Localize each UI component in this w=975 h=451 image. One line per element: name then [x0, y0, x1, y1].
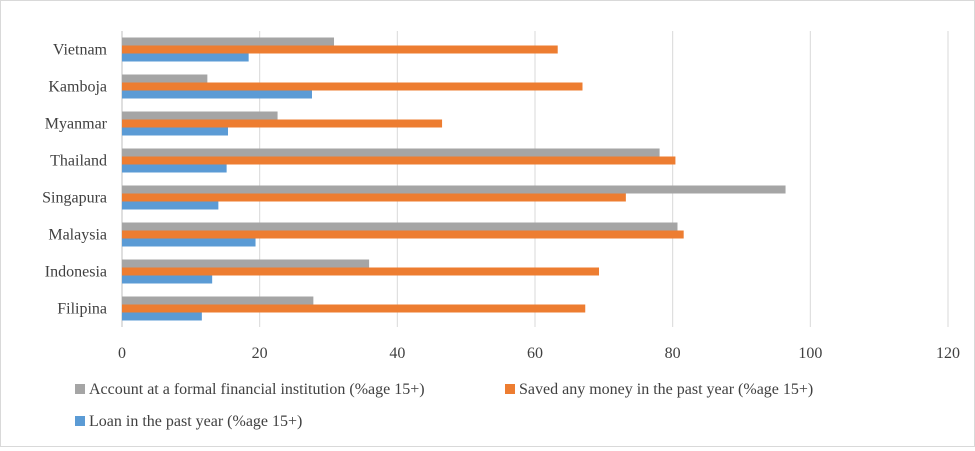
category-label: Myanmar: [45, 116, 108, 133]
bar: [122, 238, 256, 247]
category-label: Singapura: [42, 190, 107, 207]
category-label: Thailand: [50, 153, 107, 170]
bar: [122, 193, 626, 202]
bar: [122, 45, 558, 54]
x-tick-label: 120: [936, 345, 960, 362]
bar: [122, 304, 586, 313]
bar: [122, 267, 600, 276]
bar: [122, 156, 676, 165]
bar: [122, 37, 335, 46]
legend-swatch: [75, 384, 85, 394]
category-label: Filipina: [57, 301, 107, 318]
bar: [122, 185, 786, 194]
bar: [122, 222, 678, 231]
gridlines: [121, 31, 949, 327]
legend: Account at a formal financial institutio…: [75, 381, 813, 430]
x-tick-label: 60: [527, 345, 543, 362]
bar: [122, 230, 684, 239]
x-tick-label: 100: [798, 345, 822, 362]
legend-label: Loan in the past year (%age 15+): [89, 413, 302, 430]
x-tick-label: 0: [118, 345, 126, 362]
x-tick-label: 20: [252, 345, 268, 362]
bar: [122, 275, 213, 284]
bar: [122, 90, 312, 99]
category-label: Kamboja: [48, 79, 107, 96]
legend-swatch: [505, 384, 515, 394]
category-label: Indonesia: [45, 264, 107, 281]
bar: [122, 119, 443, 128]
category-label: Malaysia: [48, 227, 107, 244]
bar: [122, 312, 202, 321]
bar: [122, 296, 314, 305]
category-label: Vietnam: [53, 42, 108, 59]
bar: [122, 201, 219, 210]
bar: [122, 53, 249, 62]
category-labels: Vietnam Kamboja Myanmar Thailand Singapura Ma…: [42, 42, 108, 318]
legend-label: Saved any money in the past year (%age 1…: [519, 381, 813, 398]
bar: [122, 127, 229, 136]
bar: [122, 111, 278, 120]
legend-swatch: [75, 416, 85, 426]
bars: [122, 37, 786, 321]
legend-label: Account at a formal financial institutio…: [89, 381, 425, 398]
bar: [122, 259, 370, 268]
bar: [122, 164, 227, 173]
x-tick-label: 40: [389, 345, 405, 362]
bar: [122, 82, 583, 91]
x-tick-label: 80: [665, 345, 681, 362]
bar: [122, 148, 660, 157]
x-tick-labels: 0 20 40 60 80 100 120: [118, 345, 960, 362]
bar: [122, 74, 208, 83]
